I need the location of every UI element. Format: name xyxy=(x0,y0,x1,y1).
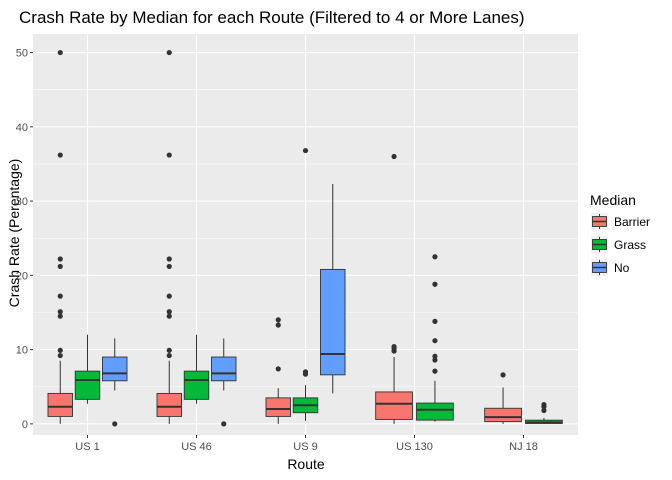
outlier-point xyxy=(432,318,438,324)
iqr-box xyxy=(375,391,413,420)
outlier-point xyxy=(500,372,506,378)
boxplot-grass-us-1 xyxy=(74,334,101,404)
y-axis-title: Crash Rate (Perentage) xyxy=(6,159,22,308)
boxplot-grass-us-9 xyxy=(292,147,319,421)
outlier-point xyxy=(166,313,172,319)
iqr-box xyxy=(484,407,522,423)
legend-item-no: No xyxy=(591,259,630,276)
legend: Median Barrier Grass No xyxy=(590,192,650,276)
boxplot-barrier-us-46 xyxy=(156,49,182,424)
x-tick-label: US 130 xyxy=(396,441,433,453)
outlier-point xyxy=(541,407,547,414)
boxplot-no-us-1 xyxy=(102,338,128,427)
iqr-box xyxy=(74,370,101,400)
outlier-point xyxy=(57,352,63,359)
outlier-point xyxy=(57,293,63,299)
iqr-box xyxy=(265,397,291,417)
outlier-point xyxy=(57,152,63,158)
outlier-point xyxy=(57,49,63,56)
x-axis-title: Route xyxy=(287,456,325,472)
outlier-point xyxy=(432,338,438,344)
outlier-point xyxy=(166,352,172,359)
x-axis: US 1 US 46 US 9 US 130 NJ 18 xyxy=(75,435,538,453)
legend-title: Median xyxy=(590,192,636,208)
outlier-point xyxy=(432,368,438,374)
outlier-point xyxy=(275,322,281,328)
outlier-point xyxy=(57,309,63,315)
y-tick-label: 0 xyxy=(22,419,28,431)
boxplot-barrier-nj-18 xyxy=(484,372,522,424)
y-tick-label: 30 xyxy=(16,196,28,208)
boxplot-barrier-us-130 xyxy=(375,153,413,424)
outlier-point xyxy=(391,344,397,350)
iqr-box xyxy=(183,370,210,400)
outlier-point xyxy=(166,263,172,270)
outlier-point xyxy=(432,357,438,363)
boxplot-grass-us-130 xyxy=(416,254,454,422)
x-tick-label: US 46 xyxy=(181,441,212,453)
x-tick-label: NJ 18 xyxy=(509,441,538,453)
outlier-point xyxy=(275,317,281,323)
outlier-point xyxy=(302,147,309,154)
outlier-point xyxy=(166,347,172,353)
iqr-box xyxy=(156,392,182,417)
outlier-point xyxy=(166,309,172,315)
boxplot-grass-us-46 xyxy=(183,334,210,404)
boxplots xyxy=(47,49,563,427)
iqr-box xyxy=(416,402,454,421)
y-tick-label: 50 xyxy=(16,48,28,60)
iqr-box xyxy=(102,356,128,382)
iqr-box xyxy=(47,392,73,417)
legend-label: Barrier xyxy=(614,215,650,229)
y-tick-label: 20 xyxy=(16,270,28,282)
outlier-point xyxy=(541,401,547,408)
legend-items: Barrier Grass No xyxy=(591,213,650,276)
outlier-point xyxy=(166,256,172,262)
legend-label: Grass xyxy=(614,238,646,252)
gridlines xyxy=(33,34,578,435)
outlier-point xyxy=(166,49,172,56)
outlier-point xyxy=(432,281,438,287)
boxplot-barrier-us-9 xyxy=(265,317,291,424)
boxplot-grass-nj-18 xyxy=(525,401,563,424)
outlier-point xyxy=(432,254,438,260)
boxplot-no-us-46 xyxy=(211,338,237,427)
outlier-point xyxy=(221,421,227,427)
chart-title: Crash Rate by Median for each Route (Fil… xyxy=(19,8,525,27)
outlier-point xyxy=(112,421,118,427)
iqr-box xyxy=(211,356,237,382)
legend-item-barrier: Barrier xyxy=(591,213,650,230)
outlier-point xyxy=(57,347,63,353)
outlier-point xyxy=(57,263,63,270)
boxplot-no-us-9 xyxy=(320,184,346,394)
outlier-point xyxy=(432,353,438,359)
y-tick-label: 10 xyxy=(16,345,28,357)
outlier-point xyxy=(391,153,397,160)
legend-item-grass: Grass xyxy=(591,236,646,253)
outlier-point xyxy=(57,313,63,319)
x-tick-label: US 1 xyxy=(75,441,99,453)
outlier-point xyxy=(302,369,309,375)
legend-label: No xyxy=(614,261,630,275)
iqr-box xyxy=(320,268,346,376)
outlier-point xyxy=(275,366,281,372)
outlier-point xyxy=(166,152,172,158)
outlier-point xyxy=(57,256,63,262)
y-axis: 0 10 20 30 40 50 xyxy=(16,48,33,431)
outlier-point xyxy=(166,293,172,299)
boxplot-barrier-us-1 xyxy=(47,49,73,424)
x-tick-label: US 9 xyxy=(293,441,317,453)
y-tick-label: 40 xyxy=(16,122,28,134)
